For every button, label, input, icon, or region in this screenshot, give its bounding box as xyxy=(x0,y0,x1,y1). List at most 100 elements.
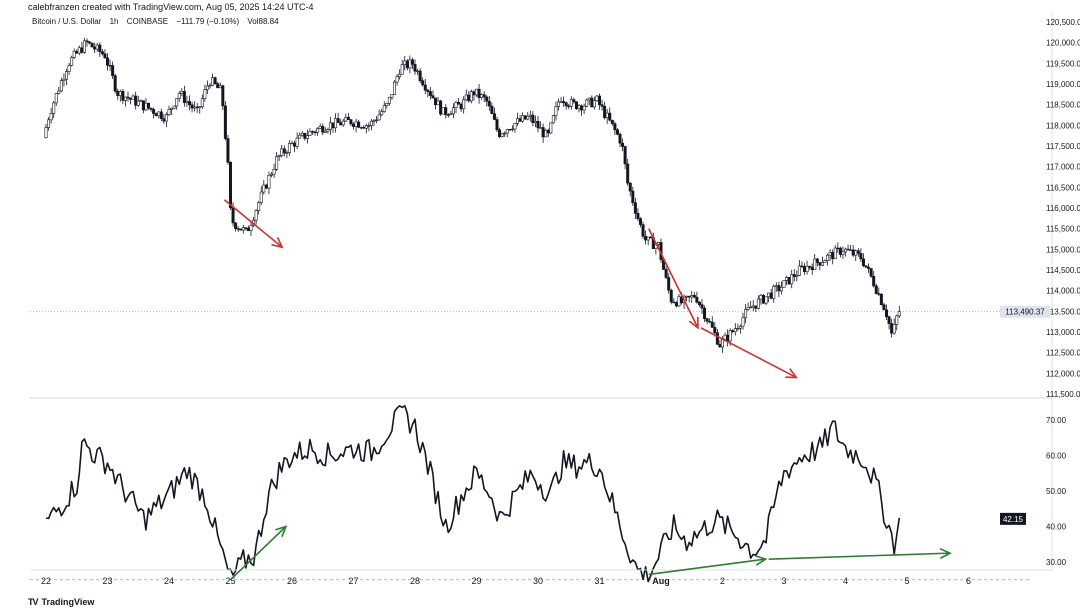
candle xyxy=(892,318,896,335)
interval-label[interactable]: 1h xyxy=(109,17,119,26)
candle xyxy=(508,129,512,131)
price-pane[interactable] xyxy=(30,37,1052,353)
symbol-info: Bitcoin / U.S. Dollar 1h COINBASE −111.7… xyxy=(32,17,285,26)
candle xyxy=(277,154,281,161)
candle-body xyxy=(152,109,156,114)
candle-body xyxy=(746,307,750,310)
candle-body xyxy=(508,129,512,131)
candle-body xyxy=(310,131,314,133)
candle xyxy=(769,288,773,300)
candle-body xyxy=(400,64,404,75)
candle-body xyxy=(792,274,796,277)
candle-body xyxy=(767,292,771,298)
candle-body xyxy=(413,63,417,72)
candle xyxy=(600,99,604,111)
candle-body xyxy=(449,113,453,116)
candle xyxy=(339,118,343,126)
candle-body xyxy=(170,107,174,110)
candle xyxy=(495,116,499,133)
candle-body xyxy=(439,100,443,115)
candle-body xyxy=(446,114,450,116)
candle-body xyxy=(198,106,202,108)
candle xyxy=(375,116,379,124)
candle xyxy=(687,295,691,303)
candle xyxy=(400,59,404,75)
candle-body xyxy=(723,334,727,340)
rsi-tick-label: 30.00 xyxy=(1046,558,1067,567)
candle xyxy=(72,48,76,59)
candle xyxy=(833,245,837,260)
candle xyxy=(510,125,514,132)
candle-body xyxy=(254,210,258,221)
candle xyxy=(820,256,824,267)
candle-body xyxy=(377,114,381,121)
candle xyxy=(172,105,176,110)
candle xyxy=(136,95,140,107)
candle xyxy=(300,131,304,137)
candle xyxy=(106,53,110,71)
candle xyxy=(790,269,794,289)
candle xyxy=(831,249,835,265)
candle xyxy=(323,127,327,133)
candle xyxy=(198,106,202,114)
candle-body xyxy=(241,227,245,231)
candle xyxy=(80,42,84,54)
candle-body xyxy=(300,132,304,136)
rsi-pane[interactable] xyxy=(30,405,1030,583)
candle-body xyxy=(685,295,689,298)
candle xyxy=(859,248,863,262)
candle-body xyxy=(100,51,104,55)
candle-body xyxy=(738,325,742,329)
candle xyxy=(690,290,694,303)
candle xyxy=(59,77,63,93)
candle xyxy=(439,99,443,116)
candle-body xyxy=(339,122,343,126)
annotations xyxy=(223,199,952,581)
candle-body xyxy=(831,252,835,260)
candle xyxy=(828,248,832,262)
candle xyxy=(93,42,97,54)
candle xyxy=(321,123,325,136)
candle-body xyxy=(872,275,876,287)
candle xyxy=(357,119,361,128)
candle xyxy=(152,107,156,119)
candle-body xyxy=(754,305,758,309)
candle-body xyxy=(457,102,461,105)
candle-body xyxy=(705,318,709,322)
candle xyxy=(170,107,174,116)
candle xyxy=(838,246,842,258)
candle xyxy=(385,102,389,109)
candle xyxy=(118,89,122,102)
candle xyxy=(413,59,417,75)
candle xyxy=(416,68,420,76)
candle xyxy=(382,101,386,113)
symbol-name[interactable]: Bitcoin / U.S. Dollar xyxy=(32,17,102,26)
candle xyxy=(157,111,161,119)
candle-body xyxy=(164,114,168,122)
price-tick-label: 118,500.00 xyxy=(1046,101,1080,110)
candle-body xyxy=(697,301,701,305)
candle xyxy=(328,116,332,135)
candle-body xyxy=(667,277,671,291)
time-tick-label: 23 xyxy=(102,576,112,586)
candle-body xyxy=(628,182,632,192)
candle xyxy=(254,209,258,225)
candle-body xyxy=(539,127,543,129)
candle-body xyxy=(246,227,250,232)
candle-body xyxy=(603,106,607,119)
candle-body xyxy=(787,276,791,285)
tradingview-brand[interactable]: TV TradingView xyxy=(28,597,94,607)
candle xyxy=(685,295,689,302)
candle xyxy=(667,273,671,294)
candle-body xyxy=(805,265,809,273)
candle-body xyxy=(375,119,379,122)
candle xyxy=(800,261,804,268)
candle-body xyxy=(726,334,730,342)
candle-body xyxy=(436,100,440,106)
candle-body xyxy=(464,94,468,101)
candle-body xyxy=(474,88,478,96)
candle xyxy=(257,201,261,215)
candle-body xyxy=(264,184,268,189)
candle xyxy=(49,107,53,124)
